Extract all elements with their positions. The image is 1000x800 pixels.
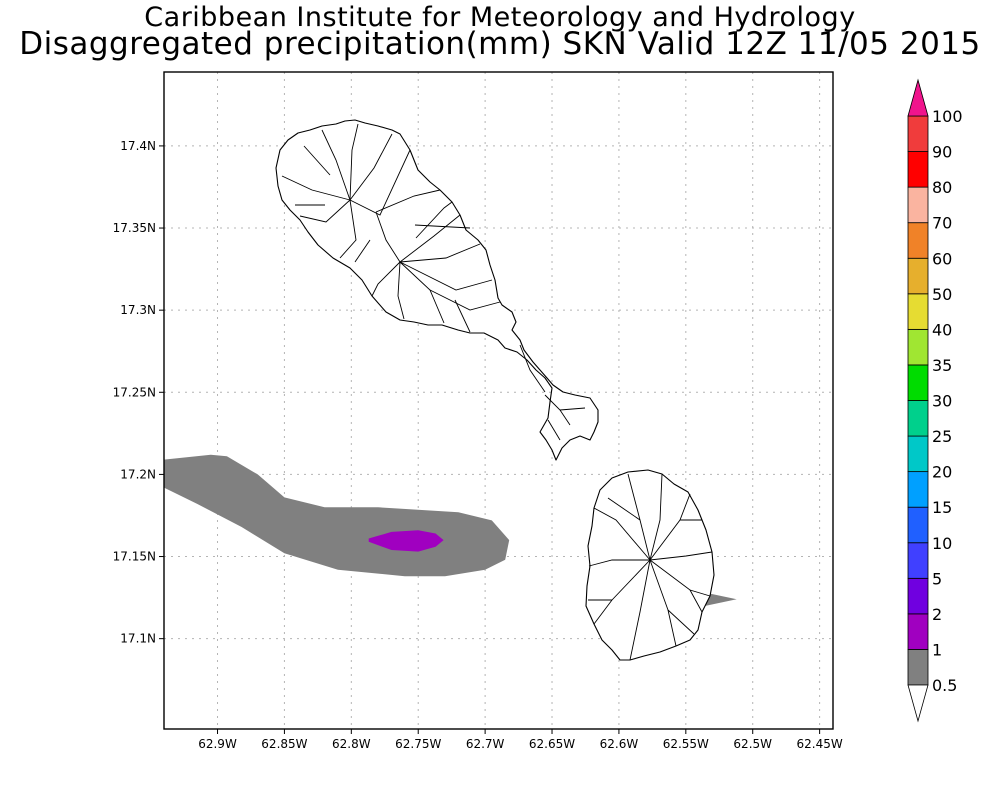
x-tick-label: 62.8W	[332, 737, 371, 751]
legend-level-label: 20	[932, 463, 952, 482]
legend-color-box	[907, 577, 929, 615]
grid-lines	[164, 72, 833, 729]
legend-level-label: 15	[932, 498, 952, 517]
x-tick-label: 62.6W	[600, 737, 639, 751]
legend-color-box	[907, 293, 929, 330]
y-tick-label: 17.15N	[113, 550, 156, 564]
legend-level-label: 35	[932, 356, 952, 375]
legend-color-box	[907, 649, 929, 686]
legend-level-label: 40	[932, 320, 952, 339]
legend-level-label: 30	[932, 392, 952, 411]
legend-color-box	[907, 186, 929, 224]
x-tick-label: 62.65W	[529, 737, 575, 751]
chart-subtitle: Disaggregated precipitation(mm) SKN Vali…	[19, 26, 981, 62]
chart-title: Caribbean Institute for Meteorology and …	[144, 2, 856, 33]
legend-level-label: 10	[932, 534, 952, 553]
y-tick-label: 17.4N	[120, 139, 156, 153]
x-tick-label: 62.75W	[395, 737, 441, 751]
precip-region	[164, 454, 510, 577]
legend-color-box	[907, 506, 929, 544]
x-tick-label: 62.9W	[198, 737, 237, 751]
y-tick-label: 17.2N	[120, 467, 156, 481]
x-tick-label: 62.45W	[797, 737, 843, 751]
y-tick-label: 17.3N	[120, 303, 156, 317]
legend-color-box	[907, 222, 929, 259]
legend-color-box	[907, 542, 929, 579]
legend-level-label: 50	[932, 285, 952, 304]
legend-color-box	[907, 364, 929, 401]
legend-level-label: 90	[932, 143, 952, 162]
precip-region	[368, 530, 444, 552]
legend-color-box	[907, 435, 929, 473]
legend-arrow-top	[907, 78, 929, 117]
islands	[275, 119, 715, 661]
st-kitts-watersheds	[281, 123, 586, 441]
legend-level-label: 0.5	[932, 676, 957, 695]
legend-arrow-bottom	[907, 684, 929, 723]
x-tick-label: 62.5W	[733, 737, 772, 751]
legend-level-label: 80	[932, 178, 952, 197]
legend-level-label: 2	[932, 605, 942, 624]
legend-level-label: 100	[932, 107, 963, 126]
island-nevis	[585, 469, 715, 661]
x-tick-label: 62.85W	[261, 737, 307, 751]
legend-level-label: 1	[932, 640, 942, 659]
legend-color-box	[907, 400, 929, 437]
legend-level-label: 5	[932, 569, 942, 588]
legend-level-label: 60	[932, 249, 952, 268]
y-tick-label: 17.35N	[113, 221, 156, 235]
y-tick-label: 17.25N	[113, 385, 156, 399]
legend-color-box	[907, 613, 929, 650]
legend-color-box	[907, 151, 929, 188]
legend-color-box	[907, 115, 929, 152]
map-frame	[163, 71, 834, 730]
legend-level-label: 25	[932, 427, 952, 446]
legend-color-box	[907, 328, 929, 366]
x-tick-label: 62.55W	[663, 737, 709, 751]
nevis-watersheds	[588, 473, 713, 661]
legend-level-label: 70	[932, 214, 952, 233]
island-st-kitts	[275, 119, 599, 461]
y-tick-label: 17.1N	[120, 632, 156, 646]
legend-color-box	[907, 257, 929, 295]
map-axes: 62.9W 62.85W 62.8W 62.75W 62.7W 62.65W 62.6W 62…	[113, 139, 843, 751]
legend-color-box	[907, 471, 929, 508]
x-tick-label: 62.7W	[466, 737, 505, 751]
